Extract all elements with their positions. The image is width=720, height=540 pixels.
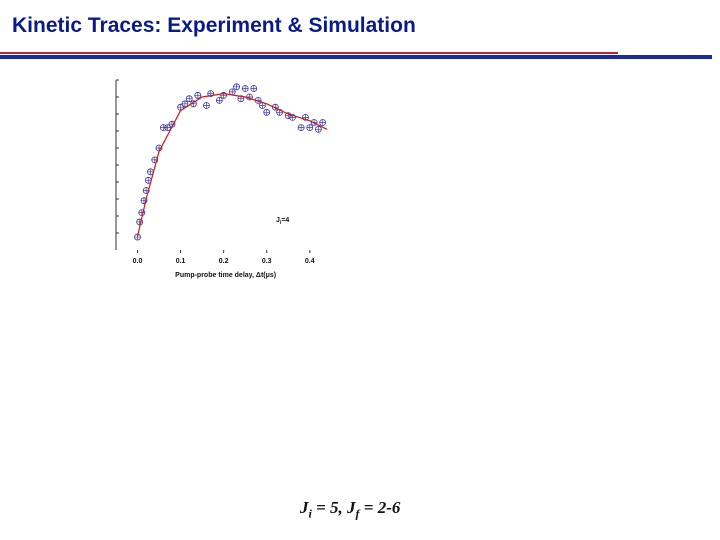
data-point [181, 100, 189, 108]
x-tick-label: 0.2 [219, 258, 229, 265]
caption-text: = 2-6 [359, 498, 401, 517]
marker-cross [186, 95, 193, 102]
marker-cross [233, 83, 240, 90]
data-point [314, 125, 322, 133]
data-point [263, 108, 271, 116]
fit-line [136, 92, 328, 237]
marker-cross [194, 92, 201, 99]
marker-cross [250, 85, 257, 92]
data-point [194, 91, 202, 99]
caption-text: = 5, [311, 498, 348, 517]
marker-cross [306, 124, 313, 131]
data-point [297, 124, 305, 131]
annotation-subscript: i [280, 220, 282, 226]
data-point [185, 95, 193, 103]
marker-cross [203, 102, 210, 109]
marker-cross [164, 124, 171, 131]
annotation-text: =4 [281, 217, 289, 224]
data-point [203, 102, 210, 109]
x-tick-label: 0.0 [133, 258, 143, 265]
x-axis-label: Pump-probe time delay, Δt(μs) [175, 272, 276, 279]
caption-text: J [300, 498, 309, 517]
x-tick-label: 0.3 [262, 258, 272, 265]
marker-cross [263, 109, 270, 116]
marker-cross [216, 97, 223, 104]
x-tick-label: 0.4 [305, 258, 315, 265]
title-rule [0, 52, 618, 54]
annotation-text: J [276, 217, 280, 224]
data-point [241, 85, 249, 92]
marker-cross [138, 209, 145, 216]
data-point [319, 119, 327, 126]
marker-cross [259, 102, 266, 109]
marker-cross [147, 168, 154, 175]
marker-cross [319, 119, 326, 126]
marker-cross [246, 94, 253, 100]
data-point [164, 124, 172, 131]
caption: Ji = 5, Jf = 2-6 [300, 498, 400, 521]
data-point [250, 85, 258, 92]
data-point [228, 88, 236, 96]
caption-subscript: f [355, 506, 360, 521]
marker-cross [298, 124, 305, 131]
marker-cross [181, 100, 188, 107]
caption-subscript: i [308, 506, 312, 521]
x-tick-label: 0.1 [176, 258, 186, 265]
data-point [233, 83, 240, 91]
data-point [215, 97, 223, 104]
marker-cross [145, 177, 152, 184]
title-rule [0, 55, 712, 59]
marker-cross [315, 126, 322, 133]
marker-cross [136, 218, 143, 225]
marker-cross [229, 88, 236, 95]
annotation: Ji=4 [276, 217, 289, 226]
caption-text: J [347, 498, 356, 517]
data-point [306, 124, 314, 131]
marker-cross [177, 104, 184, 111]
slide-title: Kinetic Traces: Experiment & Simulation [12, 14, 416, 37]
marker-cross [242, 85, 249, 92]
